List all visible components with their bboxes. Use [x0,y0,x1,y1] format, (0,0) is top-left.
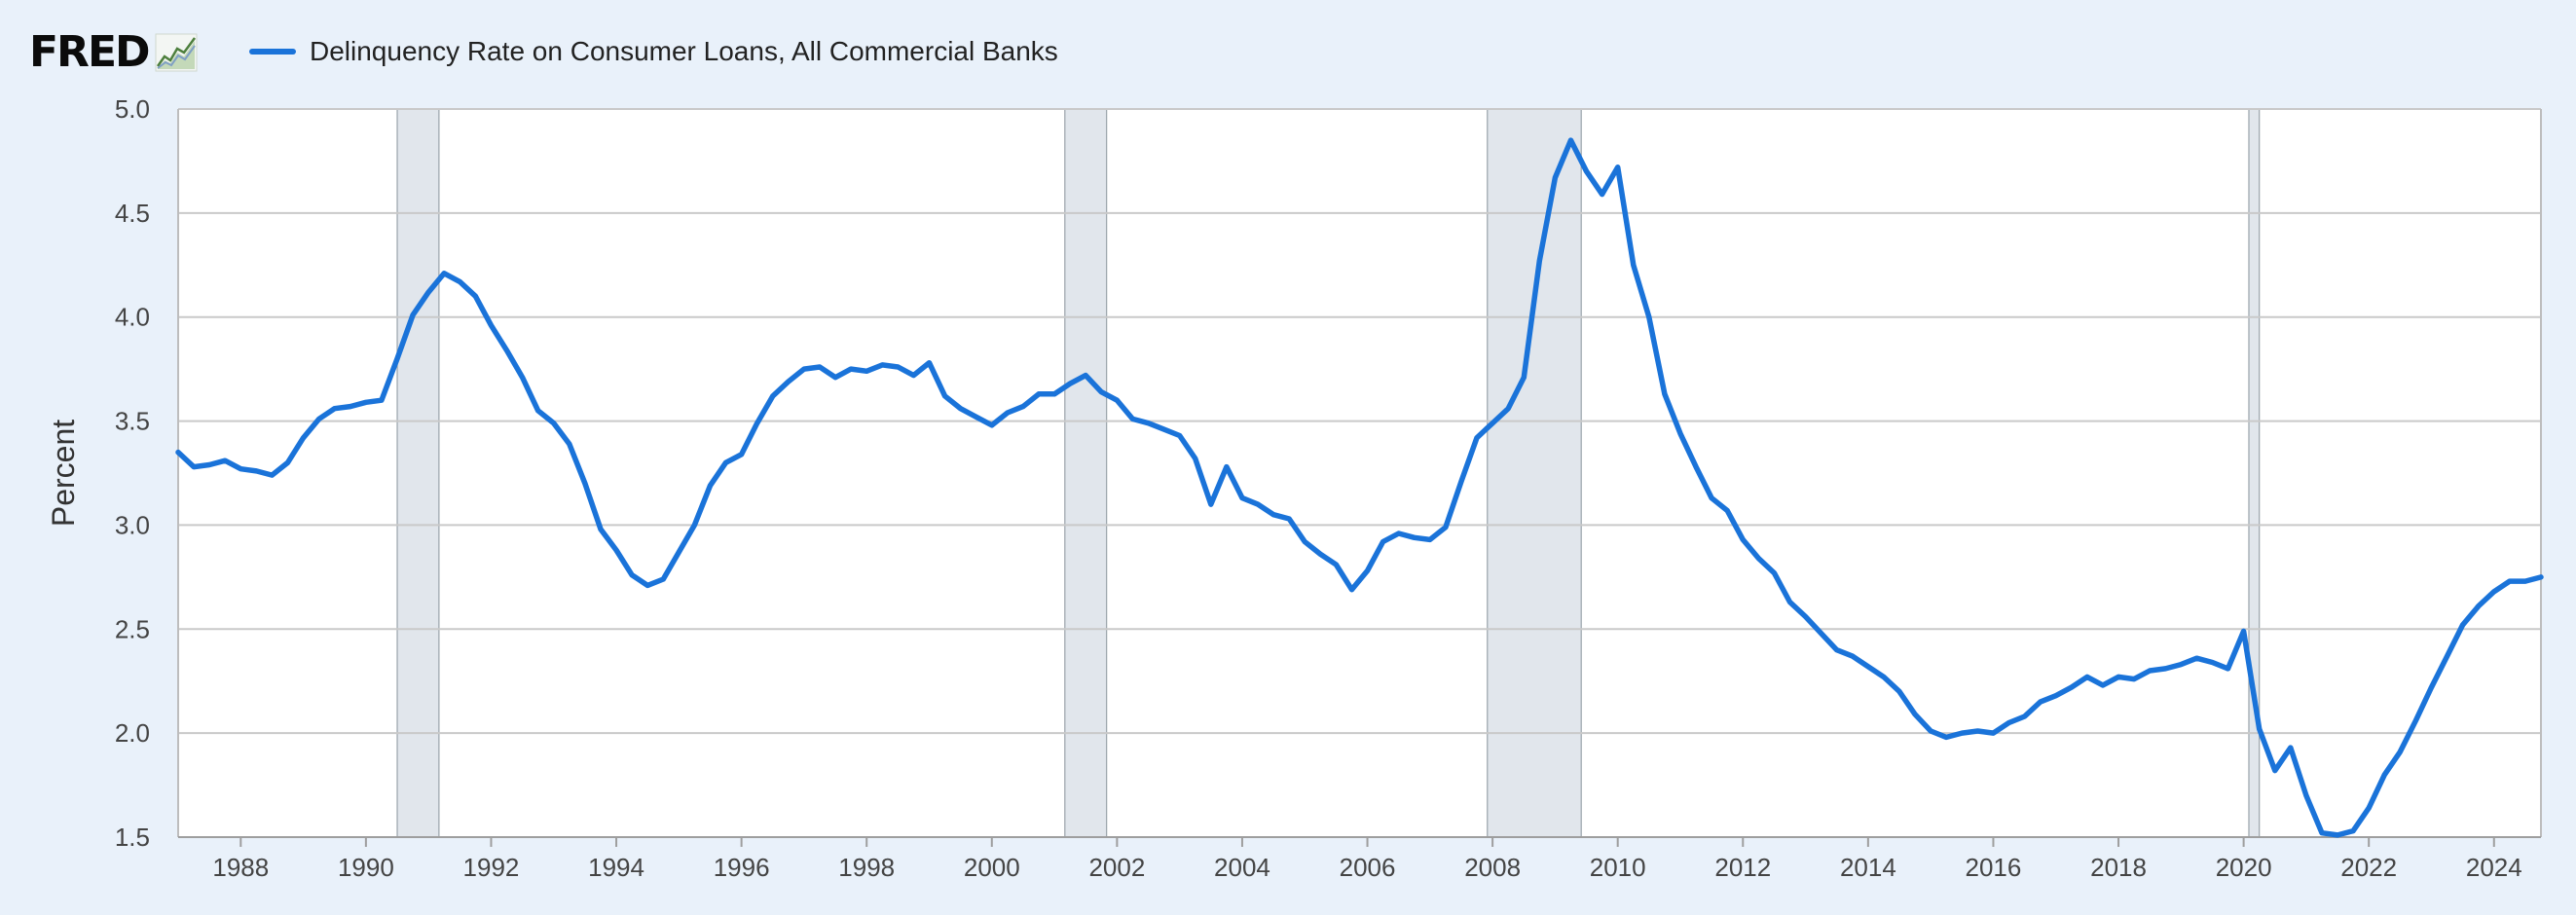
fred-logo[interactable]: FRED [29,27,151,77]
fred-header: FRED [29,23,198,82]
recession-bands [396,108,2261,838]
x-axis-ticks: 1988 1990 1992 1994 1996 1998 2000 2002 2004 2006… [178,836,2541,882]
x-tick-label: 1988 [212,853,269,882]
y-tick-label: 4.5 [115,199,150,228]
x-tick-label: 2008 [1464,853,1521,882]
plot-background [178,109,2541,837]
x-tick-label: 2024 [2466,853,2522,882]
x-tick-label: 2018 [2090,853,2147,882]
y-tick-label: 3.5 [115,407,150,436]
x-tick-label: 2010 [1590,853,1646,882]
x-tick-label: 1998 [838,853,895,882]
x-tick-label: 2020 [2216,853,2272,882]
chart-legend: Delinquency Rate on Consumer Loans, All … [249,25,1058,78]
recession-band [1487,108,1582,838]
x-tick-label: 1990 [338,853,394,882]
x-tick-label: 2012 [1714,853,1771,882]
y-tick-label: 4.0 [115,303,150,332]
recession-band [1064,108,1108,838]
x-tick-label: 1992 [463,853,520,882]
y-tick-label: 3.0 [115,510,150,539]
recession-band [396,108,440,838]
y-axis-label: Percent [46,420,81,527]
x-tick-label: 2014 [1840,853,1896,882]
legend-label: Delinquency Rate on Consumer Loans, All … [310,36,1058,66]
x-tick-label: 2022 [2340,853,2397,882]
x-tick-label: 2000 [964,853,1020,882]
x-tick-label: 1994 [588,853,644,882]
y-tick-label: 2.0 [115,718,150,748]
x-tick-label: 2004 [1214,853,1270,882]
series-line [175,137,2544,838]
x-tick-label: 1996 [714,853,770,882]
y-axis-ticks: 1.5 2.0 2.5 3.0 3.5 4.0 4.5 5.0 [115,94,150,852]
line-chart-icon [155,33,198,72]
x-tick-label: 2016 [1966,853,2022,882]
x-tick-label: 2002 [1088,853,1145,882]
y-tick-label: 2.5 [115,614,150,643]
y-tick-label: 1.5 [115,823,150,852]
y-tick-label: 5.0 [115,94,150,124]
legend-swatch [249,49,296,55]
x-tick-label: 2006 [1340,853,1396,882]
